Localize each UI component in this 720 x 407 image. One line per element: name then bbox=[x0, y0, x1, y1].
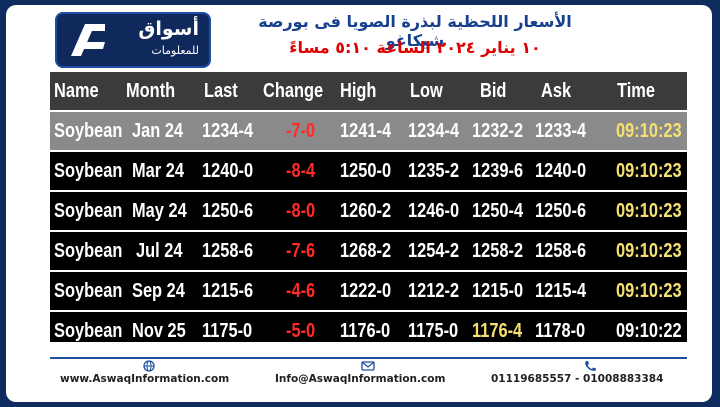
cell-low: 1212-2 bbox=[408, 280, 460, 302]
cell-month: Nov 25 bbox=[132, 320, 186, 342]
column-header-bid: Bid bbox=[480, 80, 507, 102]
email-icon bbox=[361, 361, 375, 371]
email-link[interactable]: Info@AswaqInformation.com bbox=[275, 373, 446, 385]
cell-month: Sep 24 bbox=[132, 280, 185, 302]
cell-last: 1175-0 bbox=[202, 320, 253, 342]
row-divider bbox=[50, 110, 687, 112]
cell-last: 1250-6 bbox=[202, 200, 254, 222]
contact-footer: www.AswaqInformation.com Info@AswaqInfor… bbox=[50, 357, 687, 397]
cell-high: 1260-2 bbox=[340, 200, 392, 222]
cell-time: 09:10:23 bbox=[616, 160, 682, 182]
table-row: Soybean Jan 24 1234-4 -7-0 1241-4 1234-4… bbox=[50, 112, 687, 150]
cell-last: 1240-0 bbox=[202, 160, 254, 182]
cell-bid: 1215-0 bbox=[472, 280, 524, 302]
column-header-month: Month bbox=[126, 80, 176, 102]
table-row: Soybean Sep 24 1215-6 -4-6 1222-0 1212-2… bbox=[50, 272, 687, 310]
table-header-row: Name Month Last Change High Low Bid Ask … bbox=[50, 72, 687, 110]
website-link[interactable]: www.AswaqInformation.com bbox=[60, 373, 230, 385]
phone-icon bbox=[585, 361, 596, 371]
cell-time: 09:10:23 bbox=[616, 200, 682, 222]
cell-change: -8-4 bbox=[286, 160, 316, 182]
row-divider bbox=[50, 310, 687, 312]
cell-name: Soybean bbox=[54, 160, 123, 182]
cell-ask: 1250-6 bbox=[535, 200, 587, 222]
cell-last: 1215-6 bbox=[202, 280, 254, 302]
column-header-time: Time bbox=[617, 80, 655, 102]
cell-low: 1175-0 bbox=[408, 320, 459, 342]
cell-low: 1254-2 bbox=[408, 240, 460, 262]
cell-last: 1258-6 bbox=[202, 240, 254, 262]
cell-ask: 1258-6 bbox=[535, 240, 587, 262]
cell-high: 1268-2 bbox=[340, 240, 392, 262]
cell-name: Soybean bbox=[54, 200, 123, 222]
cell-last: 1234-4 bbox=[202, 120, 254, 142]
cell-low: 1246-0 bbox=[408, 200, 460, 222]
phone-numbers: 01119685557 - 01008883384 bbox=[491, 373, 664, 385]
column-header-high: High bbox=[340, 80, 377, 102]
cell-bid: 1258-2 bbox=[472, 240, 524, 262]
cell-high: 1176-0 bbox=[340, 320, 391, 342]
table-row: Soybean Nov 25 1175-0 -5-0 1176-0 1175-0… bbox=[50, 312, 687, 342]
cell-month: Jul 24 bbox=[136, 240, 183, 262]
cell-change: -8-0 bbox=[286, 200, 316, 222]
table-row: Soybean Jul 24 1258-6 -7-6 1268-2 1254-2… bbox=[50, 232, 687, 270]
cell-low: 1234-4 bbox=[408, 120, 460, 142]
cell-name: Soybean bbox=[54, 240, 123, 262]
page-title: الأسعار اللحظية لبذرة الصويا فى بورصة شي… bbox=[258, 12, 572, 50]
aswaq-logo: أسواق للمعلومات bbox=[55, 12, 211, 68]
cell-ask: 1240-0 bbox=[535, 160, 587, 182]
cell-month: May 24 bbox=[132, 200, 187, 222]
table-row: Soybean May 24 1250-6 -8-0 1260-2 1246-0… bbox=[50, 192, 687, 230]
page-subtitle-date: ١٠ يناير ٢٠٢٤ الساعة ٥:١٠ مساءً bbox=[289, 38, 541, 57]
row-divider bbox=[50, 270, 687, 272]
cell-ask: 1233-4 bbox=[535, 120, 587, 142]
column-header-name: Name bbox=[54, 80, 99, 102]
cell-time: 09:10:23 bbox=[616, 240, 682, 262]
cell-change: -7-0 bbox=[286, 120, 316, 142]
cell-bid: 1176-4 bbox=[472, 320, 523, 342]
globe-icon bbox=[143, 360, 155, 372]
cell-month: Mar 24 bbox=[132, 160, 184, 182]
column-header-ask: Ask bbox=[541, 80, 572, 102]
cell-change: -4-6 bbox=[286, 280, 316, 302]
cell-change: -5-0 bbox=[286, 320, 316, 342]
aswaq-logo-mark-icon bbox=[71, 24, 105, 56]
cell-ask: 1215-4 bbox=[535, 280, 587, 302]
cell-time: 09:10:22 bbox=[616, 320, 682, 342]
cell-bid: 1250-4 bbox=[472, 200, 524, 222]
cell-name: Soybean bbox=[54, 280, 123, 302]
row-divider bbox=[50, 190, 687, 192]
logo-subtext: للمعلومات bbox=[151, 44, 199, 57]
cell-bid: 1232-2 bbox=[472, 120, 524, 142]
cell-time: 09:10:23 bbox=[616, 280, 682, 302]
column-header-low: Low bbox=[410, 80, 443, 102]
cell-change: -7-6 bbox=[286, 240, 316, 262]
cell-month: Jan 24 bbox=[132, 120, 184, 142]
cell-bid: 1239-6 bbox=[472, 160, 524, 182]
cell-name: Soybean bbox=[54, 120, 123, 142]
row-divider bbox=[50, 230, 687, 232]
prices-table: Name Month Last Change High Low Bid Ask … bbox=[50, 72, 687, 342]
row-divider bbox=[50, 150, 687, 152]
cell-high: 1250-0 bbox=[340, 160, 392, 182]
table-row: Soybean Mar 24 1240-0 -8-4 1250-0 1235-2… bbox=[50, 152, 687, 190]
cell-name: Soybean bbox=[54, 320, 123, 342]
column-header-change: Change bbox=[263, 80, 324, 102]
cell-time: 09:10:23 bbox=[616, 120, 682, 142]
cell-ask: 1178-0 bbox=[535, 320, 586, 342]
cell-high: 1241-4 bbox=[340, 120, 392, 142]
cell-low: 1235-2 bbox=[408, 160, 460, 182]
column-header-last: Last bbox=[204, 80, 238, 102]
logo-text: أسواق bbox=[138, 18, 199, 40]
cell-high: 1222-0 bbox=[340, 280, 392, 302]
